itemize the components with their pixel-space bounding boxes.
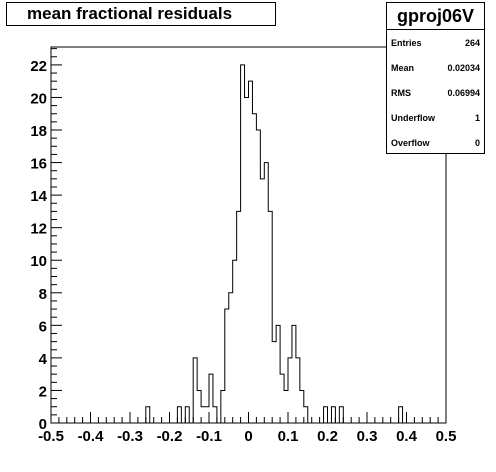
stats-value: 0	[474, 138, 480, 148]
y-tick-label: 20	[30, 90, 47, 107]
stats-label: Underflow	[391, 113, 435, 123]
y-tick-label: 12	[30, 221, 47, 238]
stats-row-rms: RMS 0.06994	[387, 80, 484, 105]
x-tick-label: 0.2	[317, 428, 338, 445]
y-tick-label: 0	[39, 416, 47, 433]
stats-row-mean: Mean 0.02034	[387, 55, 484, 80]
x-tick-label: -0.4	[78, 428, 105, 445]
y-tick-label: 8	[39, 286, 47, 303]
stats-value: 0.06994	[447, 88, 480, 98]
chart-title: mean fractional residuals	[27, 4, 233, 23]
y-tick-label: 18	[30, 123, 47, 140]
x-tick-label: 0.5	[436, 428, 457, 445]
x-tick-label: -0.1	[196, 428, 222, 445]
x-tick-label: 0.1	[278, 428, 299, 445]
y-tick-label: 10	[30, 253, 47, 270]
y-tick-label: 6	[39, 318, 47, 335]
histogram-name: gproj06V	[396, 6, 475, 26]
stats-label: Overflow	[391, 138, 430, 148]
histogram-line	[51, 64, 446, 424]
stats-label: Mean	[391, 63, 415, 73]
stats-value: 264	[464, 38, 480, 48]
stats-row-overflow: Overflow 0	[387, 130, 484, 155]
x-tick-label: 0.3	[357, 428, 378, 445]
stats-row-underflow: Underflow 1	[387, 105, 484, 130]
x-tick-label: -0.5	[38, 428, 64, 445]
stats-label: Entries	[391, 38, 422, 48]
x-tick-label: 0	[244, 428, 252, 445]
y-tick-label: 16	[30, 156, 47, 173]
stats-value: 0.02034	[447, 63, 480, 73]
x-tick-label: -0.2	[157, 428, 183, 445]
y-tick-label: 4	[39, 351, 48, 368]
stats-row-entries: Entries 264	[387, 30, 484, 55]
stats-label: RMS	[391, 88, 411, 98]
y-tick-label: 22	[30, 58, 47, 75]
stats-value: 1	[474, 113, 480, 123]
title-box: mean fractional residuals	[6, 2, 276, 26]
y-tick-label: 2	[39, 383, 47, 400]
stats-header: gproj06V	[387, 3, 484, 30]
y-tick-label: 14	[30, 188, 47, 205]
x-tick-label: -0.3	[117, 428, 143, 445]
x-tick-label: 0.4	[396, 428, 418, 445]
stats-box: gproj06V Entries 264 Mean 0.02034 RMS 0.…	[386, 2, 485, 154]
